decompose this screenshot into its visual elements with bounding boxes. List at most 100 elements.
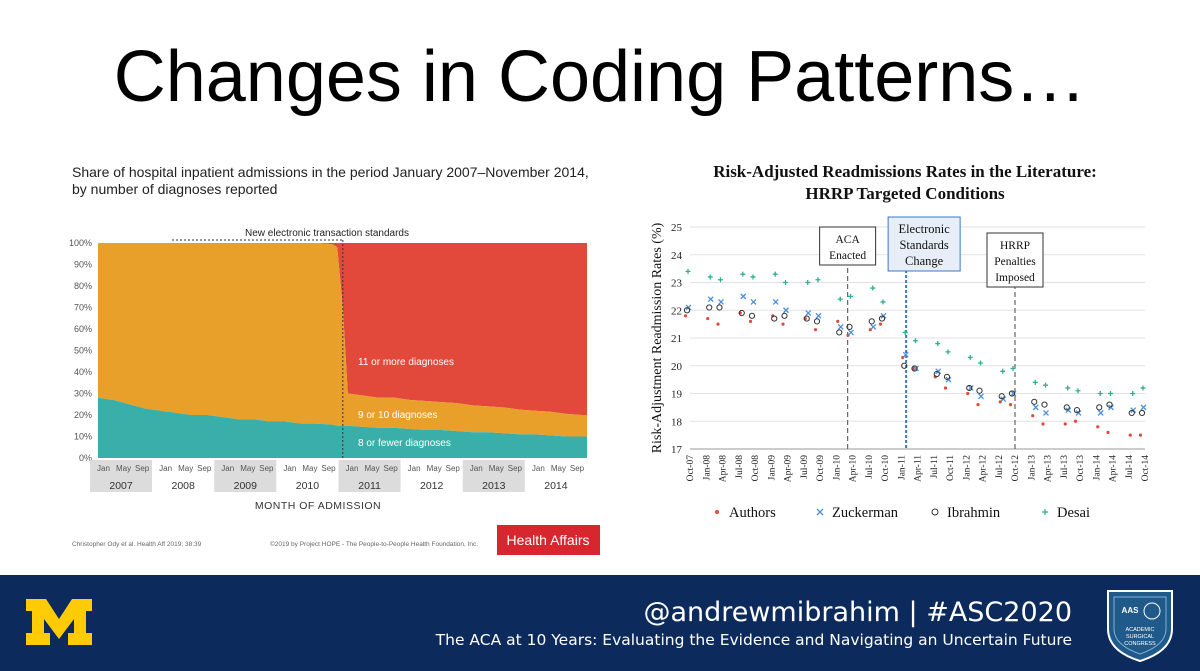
point-desai bbox=[718, 277, 723, 283]
year-band bbox=[152, 460, 215, 492]
point-ibrahmin bbox=[1106, 401, 1113, 408]
legend-label: Authors bbox=[729, 505, 776, 521]
point-zuckerman bbox=[750, 298, 757, 305]
point-zuckerman bbox=[1065, 407, 1072, 414]
point-desai bbox=[772, 271, 778, 277]
point-desai bbox=[1075, 388, 1081, 394]
legend-marker-desai bbox=[1042, 509, 1048, 515]
month-tick: Jan bbox=[532, 464, 545, 473]
year-tick: 2012 bbox=[420, 480, 444, 492]
point-desai bbox=[1010, 366, 1016, 372]
right-y-tick: 23 bbox=[671, 278, 683, 290]
left-y-tick: 100% bbox=[69, 238, 92, 248]
point-ibrahmin bbox=[716, 304, 723, 311]
month-tick: Sep bbox=[570, 464, 585, 473]
right-x-tick: Apr-12 bbox=[979, 455, 989, 482]
point-ibrahmin bbox=[868, 318, 875, 325]
point-desai bbox=[750, 274, 756, 280]
point-zuckerman bbox=[978, 393, 984, 400]
point-ibrahmin bbox=[1031, 398, 1038, 405]
point-desai bbox=[902, 329, 908, 335]
copyright-note: ©2019 by Project HOPE - The People-to-Pe… bbox=[270, 540, 478, 548]
point-zuckerman bbox=[718, 298, 724, 305]
point-ibrahmin bbox=[781, 312, 788, 319]
right-y-tick: 24 bbox=[671, 250, 683, 262]
right-x-tick: Jan-14 bbox=[1092, 455, 1102, 481]
month-tick: Jan bbox=[283, 464, 296, 473]
point-zuckerman bbox=[902, 351, 909, 358]
month-tick: Jan bbox=[221, 464, 234, 473]
point-zuckerman bbox=[1000, 396, 1007, 403]
slide-title: Changes in Coding Patterns… bbox=[113, 37, 1087, 117]
right-x-tick: Oct-08 bbox=[751, 455, 761, 482]
right-x-tick: Apr-09 bbox=[784, 455, 794, 482]
year-tick: 2007 bbox=[109, 480, 133, 492]
point-authors bbox=[1106, 430, 1110, 434]
right-y-tick: 19 bbox=[671, 389, 683, 401]
point-authors bbox=[1063, 422, 1067, 426]
point-authors bbox=[1031, 414, 1035, 418]
month-tick: May bbox=[240, 464, 255, 473]
right-y-tick: 21 bbox=[671, 333, 682, 345]
right-x-tick: Jul-08 bbox=[735, 455, 745, 479]
point-desai bbox=[707, 274, 713, 280]
point-zuckerman bbox=[1043, 409, 1049, 416]
legend-marker-ibrahmin bbox=[931, 508, 939, 516]
left-y-tick: 90% bbox=[74, 260, 92, 270]
point-ibrahmin bbox=[1063, 404, 1070, 411]
month-tick: Jan bbox=[470, 464, 483, 473]
point-desai bbox=[1032, 379, 1038, 385]
left-chart-title-line-1: Share of hospital inpatient admissions i… bbox=[72, 164, 589, 180]
month-tick: Sep bbox=[384, 464, 399, 473]
badge-text-3: CONGRESS bbox=[1124, 641, 1156, 647]
point-desai bbox=[783, 280, 788, 285]
right-y-tick: 17 bbox=[671, 444, 683, 456]
point-desai bbox=[685, 268, 691, 274]
right-x-tick: Jul-14 bbox=[1125, 455, 1135, 479]
month-tick: Sep bbox=[135, 464, 150, 473]
annotation-label: Change bbox=[905, 254, 944, 268]
point-ibrahmin bbox=[901, 362, 908, 369]
point-zuckerman bbox=[1010, 390, 1017, 397]
point-desai bbox=[978, 360, 983, 366]
point-ibrahmin bbox=[933, 370, 940, 378]
month-tick: Sep bbox=[197, 464, 212, 473]
footer-bar: @andrewmibrahim | #ASC2020 The ACA at 10… bbox=[0, 575, 1200, 671]
right-x-tick: Apr-10 bbox=[849, 455, 859, 482]
right-x-tick: Oct-11 bbox=[946, 455, 956, 481]
point-ibrahmin bbox=[738, 309, 745, 317]
right-x-tick: Apr-14 bbox=[1109, 455, 1119, 482]
point-desai bbox=[1065, 385, 1071, 391]
point-zuckerman bbox=[1108, 404, 1114, 411]
right-x-tick: Apr-08 bbox=[719, 455, 729, 482]
point-ibrahmin bbox=[998, 393, 1005, 400]
year-tick: 2011 bbox=[358, 480, 381, 492]
year-band bbox=[462, 460, 525, 492]
month-tick: May bbox=[302, 464, 317, 473]
point-zuckerman bbox=[1032, 404, 1039, 411]
year-band bbox=[524, 460, 587, 492]
year-tick: 2013 bbox=[482, 480, 506, 492]
left-x-axis-label: MONTH OF ADMISSION bbox=[255, 500, 381, 512]
point-zuckerman bbox=[805, 310, 812, 316]
right-x-tick: Oct-10 bbox=[881, 455, 891, 482]
point-zuckerman bbox=[967, 384, 974, 391]
diagnoses-area-chart: Share of hospital inpatient admissions i… bbox=[60, 160, 600, 560]
point-authors bbox=[1096, 425, 1100, 429]
right-x-tick: Jan-10 bbox=[832, 455, 842, 481]
left-y-tick: 40% bbox=[74, 367, 92, 377]
year-band bbox=[338, 460, 401, 492]
point-ibrahmin bbox=[748, 312, 756, 319]
point-desai bbox=[967, 354, 973, 360]
area-9-or-10 bbox=[98, 243, 587, 437]
point-authors bbox=[878, 322, 883, 326]
left-y-tick: 10% bbox=[74, 432, 92, 442]
point-desai bbox=[1108, 391, 1113, 396]
right-x-tick: Oct-13 bbox=[1076, 455, 1086, 482]
point-desai bbox=[1130, 391, 1136, 396]
point-ibrahmin bbox=[1041, 401, 1048, 408]
year-tick: 2010 bbox=[296, 480, 320, 492]
right-x-tick: Jan-13 bbox=[1027, 455, 1037, 481]
month-tick: Jan bbox=[97, 464, 110, 473]
label-8-or-fewer: 8 or fewer diagnoses bbox=[358, 438, 451, 449]
